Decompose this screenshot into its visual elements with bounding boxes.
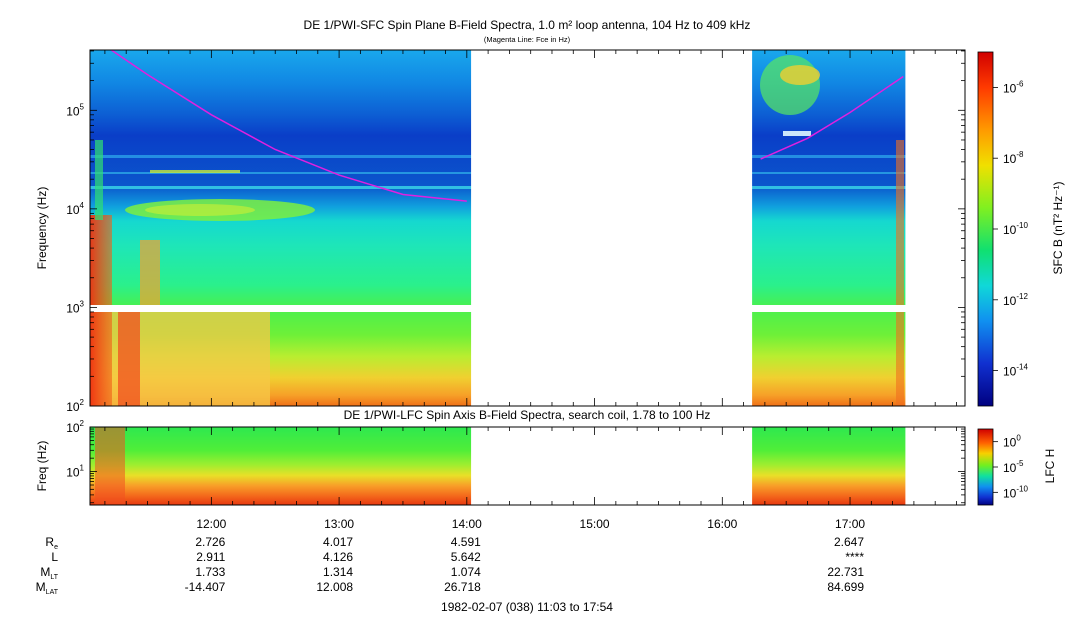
sfc-colorbar-tick-label: 10-6 [1003, 79, 1024, 95]
lfc-colorbar-ticks: 100 10-5 10-10 [993, 434, 1028, 500]
sfc-colorbar-tick-label: 10-8 [1003, 150, 1024, 166]
chart-subtitle: (Magenta Line: Fce in Hz) [484, 35, 571, 44]
ephemeris-value: 2.911 [196, 550, 225, 564]
data-gap [471, 50, 753, 406]
sfc-emission [896, 140, 904, 406]
fce-line [110, 50, 467, 202]
ephemeris-row-label: Re [45, 535, 58, 551]
sfc-spectrogram [90, 50, 965, 406]
lfc-frame [89, 426, 966, 506]
time-range-footer: 1982-02-07 (038) 11:03 to 17:54 [441, 600, 613, 614]
ephemeris-value: 1.314 [323, 565, 353, 579]
ephemeris-value: 12.008 [316, 580, 353, 594]
ephemeris-value: 22.731 [827, 565, 864, 579]
ephemeris-row-label: L [51, 550, 58, 564]
ephemeris-value: 4.591 [451, 535, 481, 549]
lfc-y-ticks: 101 102 [66, 419, 965, 504]
sfc-colorbar-ticks: 10-6 10-8 10-10 10-12 10-14 [993, 79, 1028, 379]
ephemeris-row-label: MLT [40, 565, 58, 581]
ephemeris-value: 4.126 [323, 550, 353, 564]
sfc-emission [780, 65, 820, 85]
sfc-emission [760, 55, 820, 115]
x-tick-label: 17:00 [835, 517, 865, 531]
sfc-frame [89, 49, 966, 407]
data-gap [905, 427, 965, 505]
sfc-y-axis-label: Frequency (Hz) [35, 187, 49, 270]
ephemeris-value: 84.699 [827, 580, 864, 594]
data-gap-1khz [90, 305, 965, 312]
lfc-colorbar-label: LFC H [1043, 449, 1057, 484]
data-gap [471, 427, 753, 505]
lfc-colorbar [977, 428, 994, 506]
lfc-y-tick-label: 102 [66, 419, 84, 435]
ephemeris-row-label: MLAT [36, 580, 59, 596]
data-gap [905, 50, 965, 406]
sfc-emission [783, 131, 811, 136]
lfc-colorbar-tick-label: 100 [1003, 434, 1021, 450]
ephemeris-value: 1.733 [195, 565, 225, 579]
sfc-colorbar [977, 51, 994, 407]
fce-line [760, 75, 904, 160]
sfc-emission [140, 240, 160, 310]
sfc-emission [118, 310, 140, 406]
x-tick-label: 13:00 [324, 517, 354, 531]
lfc-spectrogram [90, 427, 965, 505]
sfc-y-ticks: 102 103 104 105 [66, 50, 965, 414]
x-tick-label: 16:00 [707, 517, 737, 531]
lfc-colorbar-tick-label: 10-5 [1003, 459, 1024, 475]
x-tick-label: 12:00 [196, 517, 226, 531]
ephemeris-table: Re 2.726 4.017 4.591 2.647 L 2.911 4.126 5.642 **… [36, 535, 865, 596]
sfc-y-tick-label: 102 [66, 398, 84, 414]
lfc-y-tick-label: 101 [66, 464, 84, 480]
sfc-y-tick-label: 105 [66, 102, 84, 118]
lfc-emission [95, 427, 125, 505]
ephemeris-value: 5.642 [451, 550, 481, 564]
sfc-emission [90, 310, 270, 406]
ephemeris-value: **** [845, 550, 864, 564]
ephemeris-value: 4.017 [323, 535, 353, 549]
sfc-colorbar-tick-label: 10-10 [1003, 221, 1028, 237]
x-tick-label: 14:00 [452, 517, 482, 531]
sfc-colorbar-tick-label: 10-12 [1003, 292, 1028, 308]
x-axis: 12:00 13:00 14:00 15:00 16:00 17:00 [104, 50, 957, 531]
ephemeris-value: 2.647 [834, 535, 864, 549]
sfc-emission [145, 204, 255, 216]
ephemeris-value: 26.718 [444, 580, 481, 594]
ephemeris-value: 1.074 [451, 565, 481, 579]
sfc-emission [150, 170, 240, 173]
chart-title: DE 1/PWI-SFC Spin Plane B-Field Spectra,… [304, 18, 751, 32]
sfc-y-tick-label: 104 [66, 201, 84, 217]
ephemeris-value: 2.726 [195, 535, 225, 549]
lfc-colorbar-tick-label: 10-10 [1003, 484, 1028, 500]
lfc-y-axis-label: Freq (Hz) [35, 441, 49, 492]
sfc-colorbar-label: SFC B (nT² Hz⁻¹) [1051, 182, 1065, 275]
x-tick-label: 15:00 [580, 517, 610, 531]
ephemeris-value: -14.407 [185, 580, 226, 594]
sfc-y-tick-label: 103 [66, 299, 84, 315]
sfc-emission [95, 140, 103, 220]
lfc-title: DE 1/PWI-LFC Spin Axis B-Field Spectra, … [344, 408, 711, 422]
sfc-colorbar-tick-label: 10-14 [1003, 363, 1028, 379]
